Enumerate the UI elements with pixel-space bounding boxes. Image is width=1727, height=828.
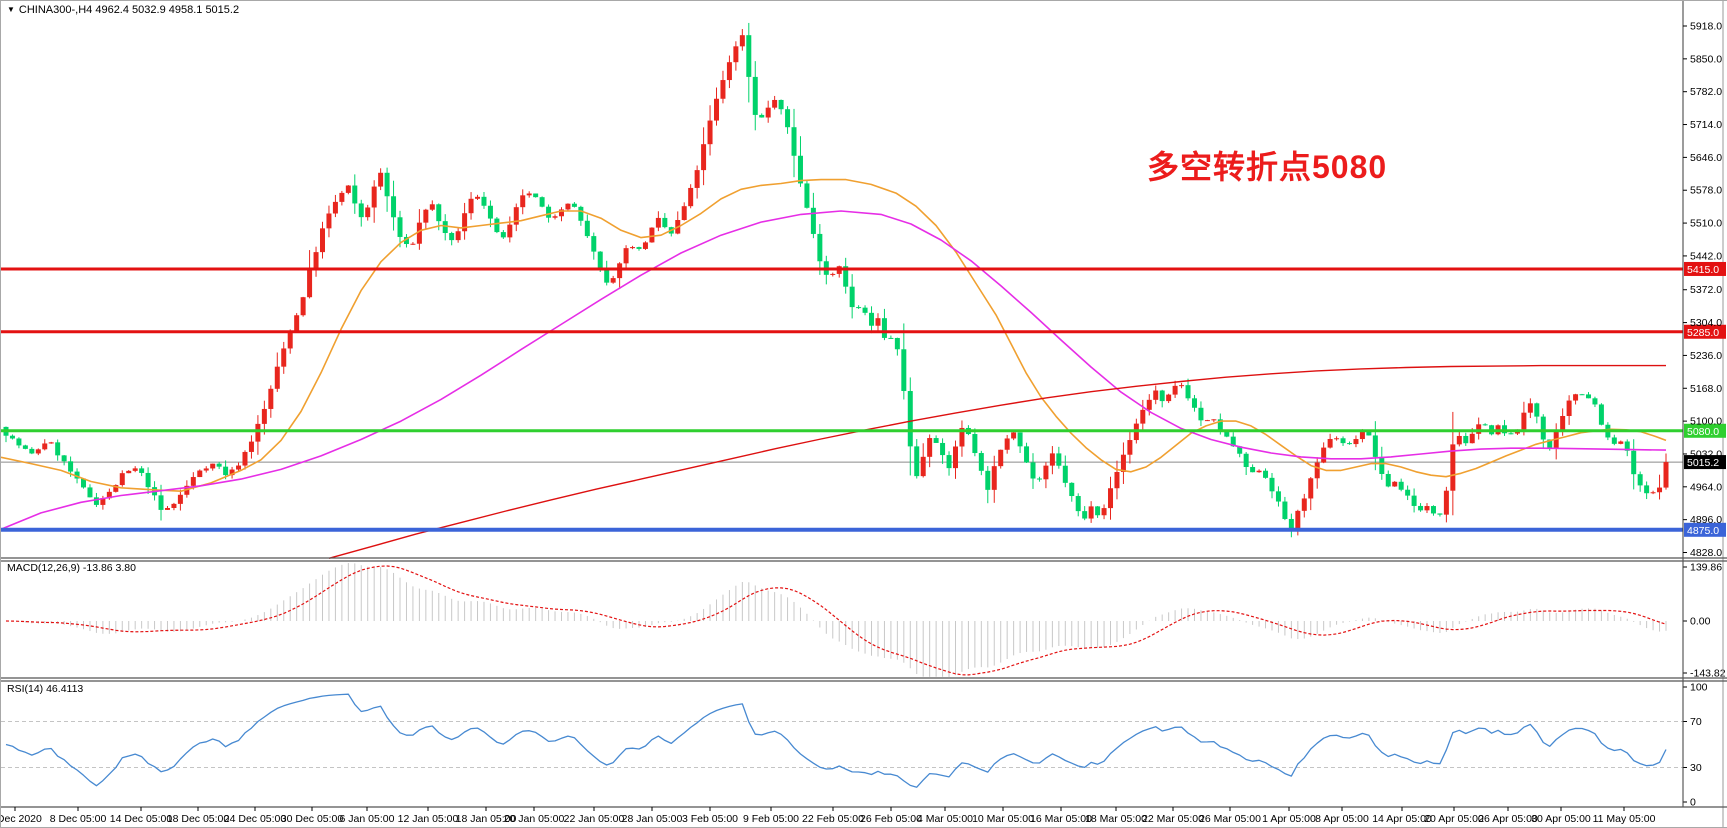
price-tick-label: 5304.0 [1690,317,1722,329]
time-tick-label: 30 Apr 05:00 [1531,813,1591,825]
horizontal-levels-layer[interactable] [1,267,1683,532]
symbol-dropdown-icon[interactable]: ▼ [7,5,15,14]
candlestick-layer[interactable] [3,22,1669,538]
price-tick-label: 5578.0 [1690,185,1722,197]
svg-text:5415.0: 5415.0 [1687,264,1719,276]
price-badge-5080.0 [1684,423,1726,438]
macd-axis-label: -143.82 [1690,668,1726,680]
medium-ma-line [1,210,1667,531]
macd-axis-label: 139.86 [1690,562,1722,574]
time-tick-label: 12 Jan 05:00 [398,813,459,825]
chart-title-bar: ▼ CHINA300-,H4 4962.4 5032.9 4958.1 5015.… [7,3,239,16]
rsi-indicator-label: RSI(14) 46.4113 [7,683,84,695]
time-tick-label: 18 Jan 05:00 [456,813,517,825]
chart-annotation-text[interactable]: 多空转折点5080 [1147,149,1388,185]
time-tick-label: 10 Mar 05:00 [972,813,1034,825]
svg-text:5285.0: 5285.0 [1687,327,1719,339]
time-tick-label: 18 Mar 05:00 [1085,813,1147,825]
price-tick-label: 4896.0 [1690,514,1722,526]
current-price-badge [1684,455,1726,470]
time-tick-label: 9 Feb 05:00 [743,813,799,825]
time-tick-label: 22 Feb 05:00 [802,813,864,825]
price-tick-label: 5510.0 [1690,218,1722,230]
time-tick-label: 22 Jan 05:00 [564,813,625,825]
time-tick-label: 14 Apr 05:00 [1372,813,1432,825]
price-tick-label: 5372.0 [1690,284,1722,296]
time-tick-label: 6 Jan 05:00 [340,813,395,825]
time-tick-label: 26 Mar 05:00 [1199,813,1261,825]
time-tick-label: 8 Dec 05:00 [50,813,107,825]
time-tick-label: 8 Apr 05:00 [1315,813,1369,825]
macd-indicator-label: MACD(12,26,9) -13.86 3.80 [7,562,136,574]
svg-text:5080.0: 5080.0 [1687,426,1719,438]
time-tick-label: 11 May 05:00 [1593,813,1656,825]
svg-text:5015.2: 5015.2 [1687,457,1719,469]
time-tick-label: 14 Dec 05:00 [110,813,173,825]
rsi-axis-label: 100 [1690,682,1708,694]
time-tick-label: 24 Dec 05:00 [224,813,287,825]
price-tick-label: 5918.0 [1690,21,1722,33]
ma-lines-layer [1,178,1667,559]
time-tick-label: 4 Mar 05:00 [917,813,973,825]
time-tick-label: 2 Dec 2020 [1,813,42,825]
rsi-axis-label: 30 [1690,762,1702,774]
macd-signal-line [5,565,1667,676]
price-axis[interactable]: 5415.0 5285.0 5080.0 4875.0 5015.2 5918.0 5850… [1683,21,1726,560]
time-tick-label: 20 Jan 05:00 [504,813,565,825]
time-tick-label: 26 Feb 05:00 [860,813,922,825]
price-tick-label: 4964.0 [1690,481,1722,493]
time-tick-label: 1 Apr 05:00 [1262,813,1316,825]
price-tick-label: 5032.0 [1690,448,1722,460]
price-badge-5415.0 [1684,261,1726,276]
price-tick-label: 5646.0 [1690,152,1722,164]
price-badge-5285.0 [1684,324,1726,339]
price-badge-4875.0 [1684,522,1726,537]
time-tick-label: 18 Dec 05:00 [167,813,230,825]
time-tick-label: 28 Jan 05:00 [622,813,683,825]
time-tick-label: 3 Feb 05:00 [682,813,738,825]
macd-axis-label: 0.00 [1690,616,1711,628]
rsi-axis-label: 0 [1690,797,1696,809]
price-tick-label: 5714.0 [1690,119,1722,131]
rsi-line [5,693,1667,788]
time-tick-label: 20 Apr 05:00 [1424,813,1484,825]
time-tick-label: 16 Mar 05:00 [1030,813,1092,825]
price-tick-label: 4828.0 [1690,547,1722,559]
time-tick-label: 26 Apr 05:00 [1478,813,1538,825]
rsi-axis-label: 70 [1690,716,1702,728]
macd-pane[interactable]: 139.86 0.00 -143.82 [5,562,1726,680]
chart-title: CHINA300-,H4 4962.4 5032.9 4958.1 5015.2 [18,4,240,16]
price-tick-label: 5442.0 [1690,250,1722,262]
fast-ma-line [1,178,1667,493]
price-tick-label: 5782.0 [1690,86,1722,98]
svg-text:4875.0: 4875.0 [1687,525,1719,537]
time-tick-label: 30 Dec 05:00 [281,813,344,825]
price-tick-label: 5168.0 [1690,383,1722,395]
price-tick-label: 5850.0 [1690,53,1722,65]
price-tick-label: 5100.0 [1690,416,1722,428]
price-tick-label: 5236.0 [1690,350,1722,362]
time-tick-label: 22 Mar 05:00 [1142,813,1204,825]
rsi-pane[interactable]: 100 70 30 0 [1,682,1708,809]
slow-ma-line [328,364,1666,559]
